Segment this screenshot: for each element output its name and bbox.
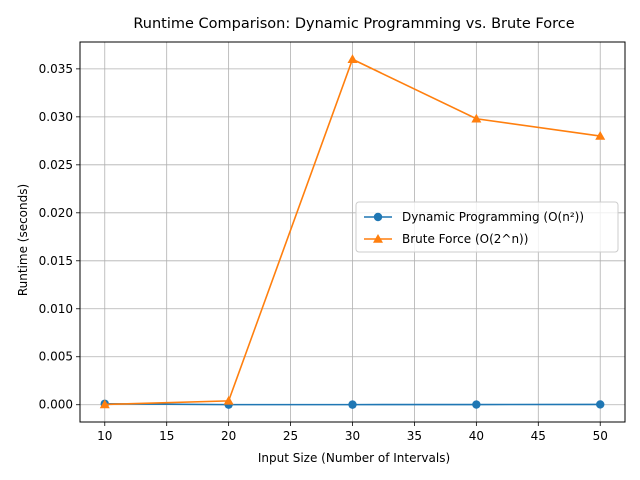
data-point [596, 400, 605, 409]
y-tick-label: 0.005 [39, 350, 73, 364]
data-point [347, 54, 358, 64]
legend-entry: Dynamic Programming (O(n²)) [364, 210, 584, 224]
legend-box [355, 201, 619, 253]
x-tick-label: 50 [593, 429, 608, 443]
series-brute-force [99, 54, 606, 409]
y-axis: 0.000 0.005 0.010 0.015 0.020 0.025 0.030 0.035 [39, 62, 80, 412]
y-tick-label: 0.015 [39, 254, 73, 268]
y-tick-label: 0.000 [39, 398, 73, 412]
data-point [348, 400, 357, 409]
x-tick-label: 35 [407, 429, 422, 443]
data-point [595, 131, 606, 140]
y-tick-label: 0.035 [39, 62, 73, 76]
x-axis: 10 15 20 25 30 35 40 45 50 [97, 422, 608, 443]
legend-entry: Brute Force (O(2^n)) [364, 232, 528, 246]
x-tick-label: 45 [531, 429, 546, 443]
legend-label: Dynamic Programming (O(n²)) [402, 210, 584, 224]
y-tick-label: 0.030 [39, 110, 73, 124]
y-tick-label: 0.025 [39, 158, 73, 172]
y-axis-title: Runtime (seconds) [16, 184, 30, 296]
y-tick-label: 0.020 [39, 206, 73, 220]
data-point [99, 399, 110, 409]
chart-title: Runtime Comparison: Dynamic Programming … [133, 16, 574, 32]
x-tick-label: 15 [159, 429, 174, 443]
legend-label: Brute Force (O(2^n)) [402, 232, 528, 246]
data-point [223, 395, 234, 405]
x-tick-label: 20 [221, 429, 236, 443]
x-tick-label: 25 [283, 429, 298, 443]
legend-marker [373, 212, 383, 222]
series-layer [99, 54, 606, 409]
data-point [472, 400, 481, 409]
x-tick-label: 40 [469, 429, 484, 443]
x-tick-label: 30 [345, 429, 360, 443]
x-axis-title: Input Size (Number of Intervals) [258, 451, 450, 465]
data-point [471, 113, 482, 123]
series-dynamic-programming [100, 399, 605, 409]
x-tick-label: 10 [97, 429, 112, 443]
y-tick-label: 0.010 [39, 302, 73, 316]
legend-marker [373, 234, 383, 243]
legend: Dynamic Programming (O(n²)) Brute Force (… [355, 201, 619, 253]
